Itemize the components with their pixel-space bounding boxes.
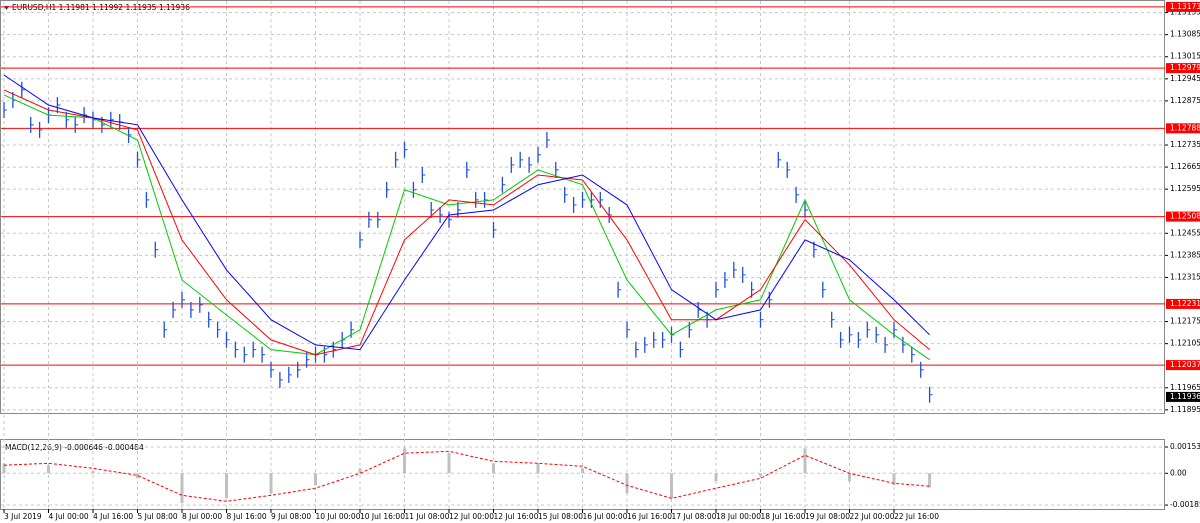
y-tick-label: 1.12455 — [1170, 228, 1200, 237]
level-tag — [1166, 1, 1200, 12]
macd-bar — [759, 473, 762, 477]
level-label: 1.12508 — [1170, 212, 1200, 221]
x-tick-label: 22 Jul 00:00 — [850, 512, 895, 521]
y-tick-label: 1.13155 — [1170, 8, 1200, 17]
y-tick-label: 1.12945 — [1170, 74, 1200, 83]
macd-bar — [447, 453, 451, 474]
x-tick-label: 16 Jul 00:00 — [583, 512, 628, 521]
y-tick-label: 0.001532 — [1170, 442, 1200, 451]
chart-title: EURUSD,H1 1.11981 1.11992 1.11935 1.1193… — [12, 3, 190, 12]
last-price-tag — [1166, 391, 1200, 402]
y-tick-label: 1.12385 — [1170, 250, 1200, 259]
x-tick-label: 12 Jul 00:00 — [449, 512, 494, 521]
y-tick-label: -0.00185 — [1170, 500, 1200, 509]
last-price-label: 1.11936 — [1170, 392, 1200, 401]
x-tick-label: 18 Jul 16:00 — [761, 512, 806, 521]
level-tag — [1166, 360, 1200, 371]
level-tag — [1166, 63, 1200, 74]
macd-bar — [225, 473, 228, 499]
macd-bar — [581, 468, 584, 474]
moving-average — [3, 74, 930, 351]
y-tick-label: 1.12735 — [1170, 140, 1200, 149]
x-tick-label: 16 Jul 16:00 — [627, 512, 672, 521]
x-tick-label: 4 Jul 16:00 — [93, 512, 133, 521]
y-tick-label: 1.11895 — [1170, 405, 1200, 414]
macd-bar — [314, 473, 317, 486]
y-tick-label: 0.00 — [1170, 468, 1187, 477]
macd-bar — [180, 473, 184, 504]
y-tick-label: 1.13015 — [1170, 52, 1200, 61]
x-tick-label: 9 Jul 08:00 — [271, 512, 311, 521]
level-label: 1.13173 — [1170, 2, 1200, 11]
macd-bar — [625, 473, 629, 494]
x-tick-label: 3 Jul 2019 — [4, 512, 42, 521]
macd-bar — [892, 473, 896, 486]
macd-bar — [2, 463, 6, 474]
y-tick-label: 1.11965 — [1170, 383, 1200, 392]
x-tick-label: 17 Jul 08:00 — [672, 512, 717, 521]
y-tick-label: 1.12875 — [1170, 96, 1200, 105]
level-tag — [1166, 123, 1200, 134]
moving-average — [3, 89, 930, 356]
x-tick-label: 10 Jul 00:00 — [316, 512, 361, 521]
macd-bar — [136, 473, 139, 479]
macd-bar — [928, 473, 932, 488]
x-tick-label: 15 Jul 08:00 — [538, 512, 583, 521]
macd-bar — [269, 473, 273, 494]
x-tick-label: 8 Jul 16:00 — [227, 512, 267, 521]
x-tick-label: 8 Jul 00:00 — [182, 512, 222, 521]
macd-bar — [803, 448, 807, 474]
x-tick-label: 19 Jul 08:00 — [805, 512, 850, 521]
x-tick-label: 22 Jul 16:00 — [894, 512, 939, 521]
level-label: 1.12037 — [1170, 360, 1200, 369]
y-tick-label: 1.12315 — [1170, 272, 1200, 281]
level-tag — [1166, 211, 1200, 222]
y-tick-label: 1.12175 — [1170, 317, 1200, 326]
macd-bar — [714, 473, 718, 482]
y-tick-label: 1.12595 — [1170, 184, 1200, 193]
x-tick-label: 12 Jul 16:00 — [494, 512, 539, 521]
x-tick-label: 18 Jul 00:00 — [716, 512, 761, 521]
level-label: 1.12231 — [1170, 299, 1200, 308]
macd-bar — [670, 473, 673, 499]
x-tick-label: 4 Jul 00:00 — [49, 512, 89, 521]
level-label: 1.12979 — [1170, 63, 1200, 72]
macd-signal — [3, 450, 930, 502]
y-tick-label: 1.12105 — [1170, 339, 1200, 348]
macd-bar — [91, 471, 95, 474]
y-tick-label: 1.12665 — [1170, 162, 1200, 171]
macd-bar — [47, 465, 50, 474]
macd-bar — [358, 468, 362, 474]
macd-bar — [848, 473, 851, 482]
x-tick-label: 10 Jul 16:00 — [360, 512, 405, 521]
level-tag — [1166, 298, 1200, 309]
x-tick-label: 5 Jul 08:00 — [138, 512, 178, 521]
level-label: 1.12788 — [1170, 123, 1200, 132]
y-tick-label: 1.13085 — [1170, 30, 1200, 39]
macd-bar — [492, 463, 495, 474]
macd-bar — [403, 448, 406, 474]
x-tick-label: 11 Jul 08:00 — [405, 512, 450, 521]
macd-bar — [536, 463, 540, 474]
